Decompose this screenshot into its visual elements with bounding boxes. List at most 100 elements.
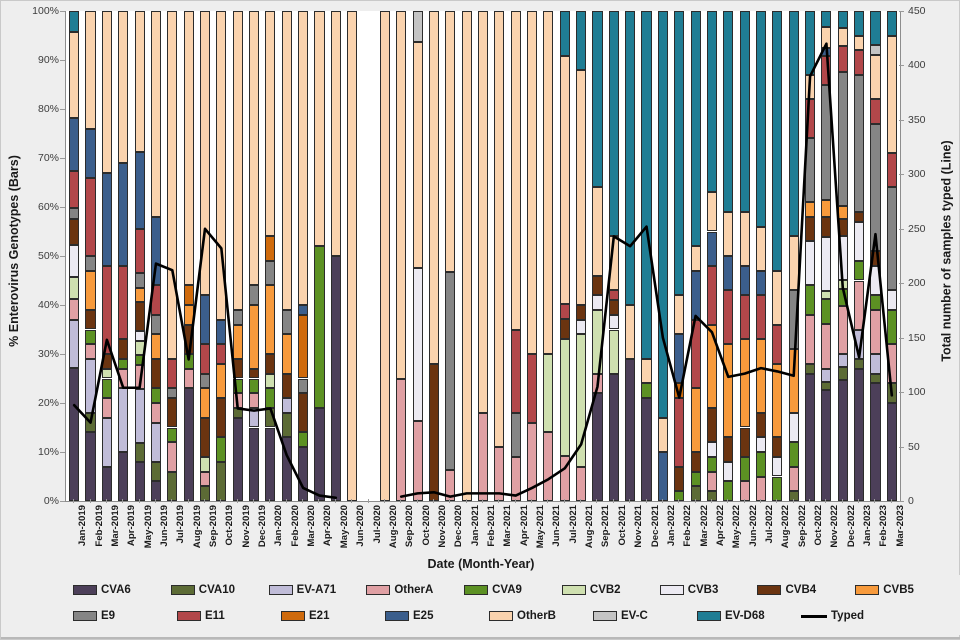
legend-item-cvb5[interactable]: CVB5 bbox=[855, 584, 953, 596]
x-axis-tick-mark bbox=[383, 499, 385, 503]
y-left-tick-label: 60% bbox=[37, 201, 59, 213]
x-axis-tick-mark bbox=[678, 499, 680, 503]
x-axis-tick-mark bbox=[547, 499, 549, 503]
bar-segment-e11 bbox=[886, 153, 897, 188]
bar-segment-cva10 bbox=[837, 366, 848, 380]
stacked-bar bbox=[854, 11, 865, 501]
x-axis-tick-mark bbox=[89, 499, 91, 503]
bar-segment-cvb5 bbox=[248, 305, 260, 369]
bar-segment-cvb3 bbox=[592, 295, 603, 310]
x-axis-tick-label: Jun-2021 bbox=[551, 505, 563, 547]
x-axis-tick-mark bbox=[204, 499, 205, 503]
legend-item-label: Typed bbox=[831, 610, 865, 622]
bar-segment-e11 bbox=[101, 265, 112, 354]
x-axis-tick-label: Apr-2020 bbox=[322, 505, 334, 547]
stacked-bar bbox=[543, 11, 554, 501]
y-left-tick-mark bbox=[60, 305, 65, 306]
legend-item-ev-a71[interactable]: EV-A71 bbox=[268, 584, 367, 596]
x-axis-tick-label: Nov-2020 bbox=[436, 505, 448, 548]
legend-swatch-icon bbox=[659, 585, 684, 595]
y-right-tick-mark bbox=[899, 174, 904, 176]
legend-item-e11[interactable]: E11 bbox=[177, 610, 281, 622]
legend-item-label: CVB5 bbox=[883, 584, 914, 596]
bar-segment-e11 bbox=[804, 99, 816, 139]
y-right-tick-mark bbox=[899, 65, 904, 67]
x-axis-tick-label: Jan-2023 bbox=[862, 505, 874, 547]
legend-item-ev-d68[interactable]: EV-D68 bbox=[697, 610, 801, 622]
bar-segment-e25 bbox=[706, 231, 717, 266]
x-axis-tick-mark bbox=[809, 499, 811, 503]
x-axis-tick-mark bbox=[743, 499, 745, 503]
bar-segment-e9 bbox=[85, 256, 96, 271]
legend-item-label: E25 bbox=[413, 610, 434, 622]
x-axis-tick-mark bbox=[514, 499, 516, 503]
y-left-tick-mark bbox=[60, 207, 65, 208]
legend-item-cva6[interactable]: CVA6 bbox=[73, 584, 171, 596]
legend-item-cva10[interactable]: CVA10 bbox=[170, 584, 269, 596]
bar-segment-e11 bbox=[150, 285, 161, 315]
x-axis-tick-label: Aug-2021 bbox=[584, 505, 596, 549]
x-axis-tick-mark bbox=[302, 499, 304, 503]
bar-segment-othera bbox=[543, 432, 554, 501]
y-left-tick-label: 90% bbox=[37, 54, 59, 66]
legend-item-label: CVB3 bbox=[687, 584, 719, 596]
bar-segment-othera bbox=[870, 309, 881, 354]
legend-item-cvb2[interactable]: CVB2 bbox=[561, 584, 660, 596]
bar-segment-cvb5 bbox=[837, 206, 848, 220]
bar-segment-cvb5 bbox=[739, 339, 750, 428]
x-axis-tick-mark bbox=[449, 499, 451, 503]
bar-segment-cva9 bbox=[167, 427, 178, 443]
bar-segment-otherb bbox=[216, 11, 227, 320]
bar-segment-e11 bbox=[870, 99, 881, 124]
bar-segment-cvb3 bbox=[854, 221, 865, 261]
bar-segment-cvb3 bbox=[821, 237, 832, 291]
bar-segment-cva6 bbox=[804, 373, 816, 501]
x-axis-tick-label: May-2020 bbox=[338, 505, 350, 549]
bar-segment-cva10 bbox=[870, 373, 881, 384]
bar-segment-othera bbox=[477, 412, 489, 501]
x-axis-tick-mark bbox=[694, 499, 696, 503]
bar-segment-cvb2 bbox=[69, 277, 80, 299]
bar-segment-cva10 bbox=[85, 412, 96, 433]
legend-item-cvb3[interactable]: CVB3 bbox=[659, 584, 758, 596]
legend-item-e25[interactable]: E25 bbox=[385, 610, 489, 622]
bar-segment-cvb2 bbox=[199, 456, 211, 472]
legend-item-typed[interactable]: Typed bbox=[801, 610, 905, 622]
bar-segment-cvb3 bbox=[412, 268, 423, 422]
x-axis-tick-mark bbox=[563, 499, 565, 503]
bar-segment-cvb2 bbox=[559, 339, 570, 456]
bar-segment-e9 bbox=[510, 412, 521, 457]
legend-swatch-icon bbox=[177, 611, 201, 621]
legend-item-e9[interactable]: E9 bbox=[73, 610, 177, 622]
bar-segment-e25 bbox=[85, 128, 96, 178]
bar-segment-otherb bbox=[134, 11, 145, 152]
bar-segment-cva9 bbox=[150, 388, 161, 403]
bar-segment-ev-a71 bbox=[85, 358, 96, 413]
stacked-bar bbox=[199, 11, 211, 501]
x-axis-tick-label: Sep-2021 bbox=[600, 505, 612, 548]
y-axis-right-ticks: 0 50 100 150 200 250 300 350 400 450 bbox=[899, 1, 939, 507]
bar-segment-cvb5 bbox=[183, 305, 194, 325]
bar-segment-e9 bbox=[69, 208, 80, 219]
y-right-tick-mark bbox=[899, 501, 904, 502]
legend-item-otherb[interactable]: OtherB bbox=[489, 610, 593, 622]
legend-swatch-icon bbox=[73, 585, 97, 595]
bar-segment-ev-c bbox=[870, 45, 881, 56]
legend-item-label: EV-D68 bbox=[725, 610, 765, 622]
legend-item-othera[interactable]: OtherA bbox=[366, 584, 464, 596]
bar-segment-cvb4 bbox=[755, 412, 767, 438]
x-axis-tick-label: Jun-2022 bbox=[747, 505, 759, 547]
bar-segment-e11 bbox=[854, 50, 865, 75]
bar-segment-e9 bbox=[281, 309, 292, 335]
legend-item-cva9[interactable]: CVA9 bbox=[464, 584, 562, 596]
bar-segment-cvb3 bbox=[608, 314, 619, 330]
bar-segment-cvb4 bbox=[134, 302, 145, 332]
bar-segment-cvb3 bbox=[755, 437, 767, 452]
stacked-bar bbox=[870, 11, 881, 501]
x-axis-tick-label: Jan-2022 bbox=[665, 505, 677, 547]
legend-item-e21[interactable]: E21 bbox=[281, 610, 385, 622]
legend-item-cvb4[interactable]: CVB4 bbox=[757, 584, 855, 596]
bar-segment-ev-d68 bbox=[854, 11, 865, 36]
legend-swatch-icon bbox=[757, 585, 782, 595]
legend-item-ev-c[interactable]: EV-C bbox=[593, 610, 697, 622]
